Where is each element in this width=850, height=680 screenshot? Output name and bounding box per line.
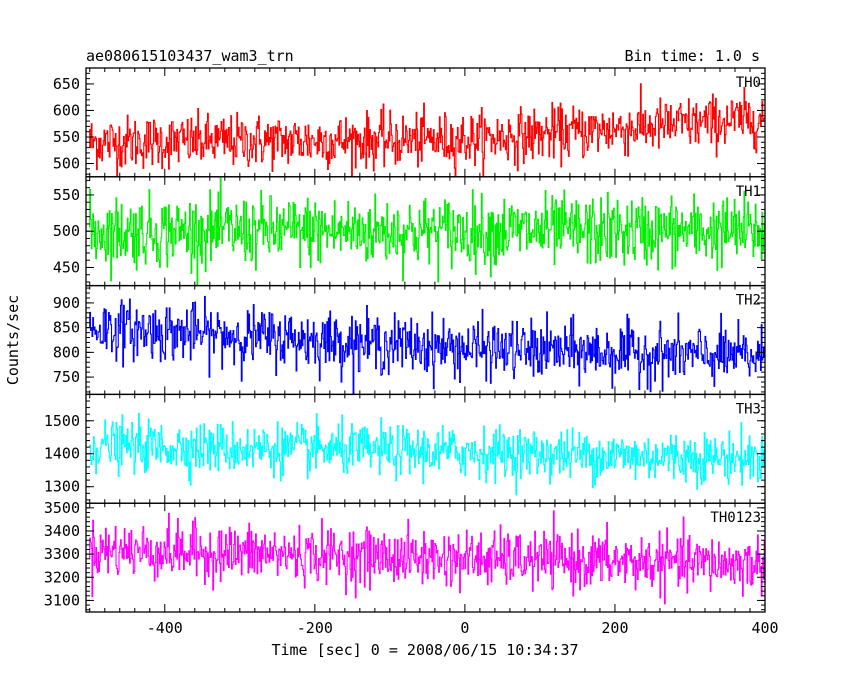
x-tick-label: 200 [601,619,628,637]
panel-th2: 750 800 850 900 TH2 [53,284,766,396]
panel-th1: 450 500 550 TH1 [53,176,766,287]
y-tick-label: 650 [53,75,80,93]
x-tick-label: 400 [751,619,778,637]
series-line-th3 [89,413,765,496]
y-tick-label: 3300 [44,545,80,563]
series-line-th1 [89,176,765,286]
series-line-th0 [89,83,765,177]
y-tick-label: 3100 [44,591,80,609]
panel-label-th2: TH2 [736,293,761,309]
y-axis-title: Counts/sec [4,295,22,385]
panels-group: 500 550 600 650 TH0 450 500 550 TH1 750 800 850 900 T… [44,67,779,637]
y-tick-label: 550 [53,186,80,204]
series-line-th2 [89,295,765,395]
x-tick-label: -400 [147,619,183,637]
y-tick-label: 750 [53,368,80,386]
panel-label-th0123: TH0123 [710,510,761,526]
y-tick-label: 1500 [44,412,80,430]
y-tick-label: 550 [53,128,80,146]
y-tick-label: 3500 [44,499,80,517]
x-tick-label: -200 [297,619,333,637]
panel-label-th1: TH1 [736,184,761,200]
y-tick-label: 900 [53,294,80,312]
x-tick-label: 0 [460,619,469,637]
y-tick-label: 500 [53,155,80,173]
panel-frame [85,502,766,613]
panel-th0: 500 550 600 650 TH0 [53,67,766,178]
y-tick-label: 800 [53,343,80,361]
x-axis-title: Time [sec] 0 = 2008/06/15 10:34:37 [271,641,578,659]
bin-time-label: Bin time: 1.0 s [625,47,760,65]
y-tick-label: 500 [53,222,80,240]
panel-th3: 1300 1400 1500 TH3 [44,393,766,504]
y-tick-label: 850 [53,319,80,337]
y-tick-label: 3400 [44,522,80,540]
y-tick-label: 3200 [44,568,80,586]
y-tick-label: 450 [53,258,80,276]
panel-label-th3: TH3 [736,401,761,417]
y-tick-label: 600 [53,101,80,119]
y-tick-label: 1400 [44,445,80,463]
chart-title: ae080615103437_wam3_trn [86,47,294,65]
panel-th0123: 3100 3200 3300 3400 3500 TH0123 [44,499,766,613]
series-line-th0123 [89,510,765,605]
y-tick-label: 1300 [44,478,80,496]
panel-label-th0: TH0 [736,75,761,91]
